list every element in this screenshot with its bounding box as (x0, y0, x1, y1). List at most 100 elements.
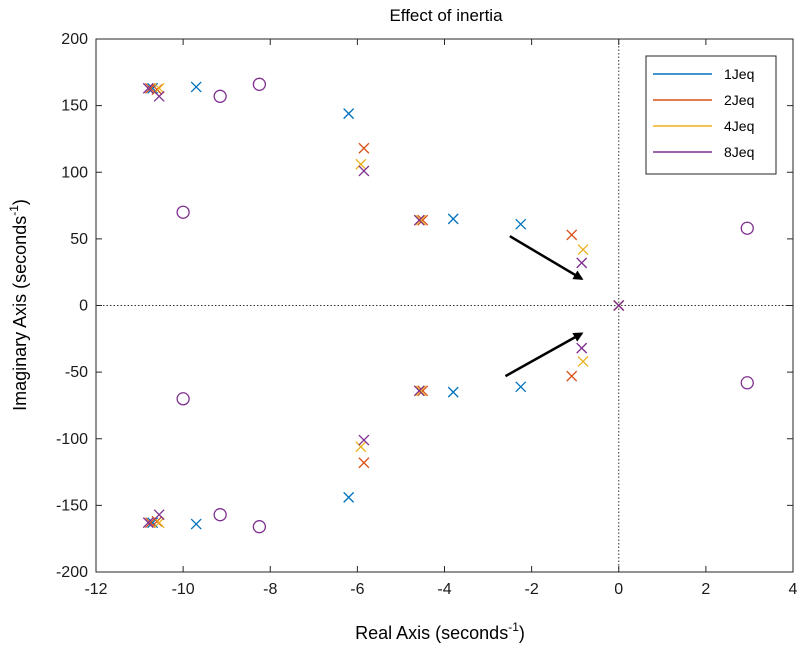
y-tick-label: 150 (61, 98, 88, 115)
pole-marker-8jeq (142, 82, 154, 94)
pole-marker-8jeq (413, 385, 425, 397)
y-tick-label: -100 (56, 431, 88, 448)
data-marks (142, 77, 754, 534)
y-tick-label: 0 (79, 298, 88, 315)
pole-marker-4jeq (577, 244, 589, 255)
pole-marker-2jeq (566, 370, 578, 382)
pole-stroke (142, 82, 154, 94)
pole-marker-2jeq (566, 229, 578, 241)
pole-marker-2jeq (417, 214, 429, 226)
pole-marker-8jeq (413, 214, 425, 226)
legend-label-2jeq: 2Jeq (724, 92, 754, 108)
pole-marker-1jeq (190, 518, 202, 530)
pole-stroke (566, 229, 578, 241)
zero-marker-8jeq (176, 392, 190, 406)
pole-marker-8jeq (153, 509, 165, 521)
pole-stroke (515, 218, 527, 230)
pole-marker-4jeq (415, 214, 427, 226)
x-axis-label-text: Real Axis (seconds (355, 623, 508, 643)
legend-box (645, 55, 777, 175)
legend: 1Jeq 2Jeq 4Jeq 8Jeq (645, 55, 777, 175)
pole-stroke (447, 386, 459, 398)
pole-stroke (413, 214, 425, 226)
pole-stroke (613, 300, 625, 311)
pole-stroke (144, 82, 156, 94)
arrow-annotation (509, 235, 584, 280)
x-tick-label: -2 (525, 581, 539, 598)
x-tick-label: -12 (84, 581, 107, 598)
pole-marker-8jeq (142, 517, 154, 529)
pole-stroke (576, 257, 588, 269)
zero-marker-8jeq (252, 520, 267, 534)
pole-stroke (153, 90, 165, 102)
zero-marker-8jeq (213, 508, 227, 522)
pole-marker-8jeq (576, 257, 588, 269)
x-tick-label: 2 (701, 581, 710, 598)
x-tick-label: -10 (172, 581, 195, 598)
axis-ticks: -12 -10 -8 -6 -4 -2 0 2 4 -200 -150 -100 -50 0 50 100 15… (56, 31, 798, 598)
pole-stroke (355, 441, 367, 453)
pole-stroke (413, 385, 425, 397)
y-tick-label: 50 (70, 231, 88, 248)
pole-stroke (190, 81, 202, 93)
zero-marker-8jeq (740, 221, 754, 235)
pole-marker-4jeq (153, 82, 165, 94)
y-axis-label-close: ) (10, 199, 30, 205)
y-axis-label-text: Imaginary Axis (seconds (10, 216, 30, 411)
pole-stroke (358, 434, 370, 446)
pole-stroke (576, 342, 588, 354)
pole-marker-1jeq (447, 386, 459, 398)
pole-stroke (153, 82, 165, 94)
x-axis-label: Real Axis (seconds-1) (355, 620, 525, 643)
zero-marker-8jeq (176, 205, 190, 219)
pole-stroke (566, 370, 578, 382)
pole-stroke (417, 214, 429, 226)
x-axis-label-close: ) (519, 623, 525, 643)
pole-marker-4jeq (577, 356, 589, 367)
pole-stroke (577, 356, 589, 367)
zero-marker-8jeq (740, 376, 754, 390)
pole-stroke (415, 214, 427, 226)
y-tick-label: 200 (61, 31, 88, 48)
pole-marker-1jeq (343, 491, 355, 503)
pole-stroke (190, 518, 202, 530)
pole-stroke (144, 517, 156, 529)
pole-stroke (355, 158, 367, 170)
pole-marker-8jeq (576, 342, 588, 354)
arrow-annotation (504, 332, 584, 378)
pole-marker-8jeq (358, 165, 370, 177)
zero-marker-8jeq (213, 89, 227, 103)
y-tick-label: -150 (56, 497, 88, 514)
pole-stroke (343, 108, 355, 120)
pole-stroke (343, 491, 355, 503)
y-axis-label: Imaginary Axis (seconds-1) (7, 199, 30, 411)
chart-title: Effect of inertia (389, 6, 503, 25)
pole-marker-8jeq (153, 90, 165, 102)
x-tick-label: -8 (263, 581, 277, 598)
x-tick-label: 0 (614, 581, 623, 598)
pole-marker-4jeq (355, 158, 367, 170)
annotations (504, 235, 584, 378)
pole-marker-2jeq (144, 82, 156, 94)
y-tick-label: -50 (65, 364, 88, 381)
pole-stroke (417, 385, 429, 397)
pole-stroke (153, 509, 165, 521)
x-axis-label-sup: -1 (508, 620, 519, 634)
x-tick-label: -6 (350, 581, 364, 598)
pole-marker-1jeq (190, 81, 202, 93)
pole-stroke (415, 385, 427, 397)
pole-stroke (358, 142, 370, 154)
pole-marker-4jeq (355, 441, 367, 453)
pole-stroke (447, 213, 459, 225)
pole-marker-4jeq (153, 517, 165, 529)
y-tick-label: 100 (61, 164, 88, 181)
x-tick-label: 4 (789, 581, 798, 598)
pole-stroke (358, 457, 370, 469)
legend-label-1jeq: 1Jeq (724, 66, 754, 82)
pole-marker-8jeq (613, 300, 625, 311)
y-tick-label: -200 (56, 564, 88, 581)
zero-marker-8jeq (252, 77, 267, 91)
legend-label-8jeq: 8Jeq (724, 144, 754, 160)
pole-stroke (577, 244, 589, 255)
